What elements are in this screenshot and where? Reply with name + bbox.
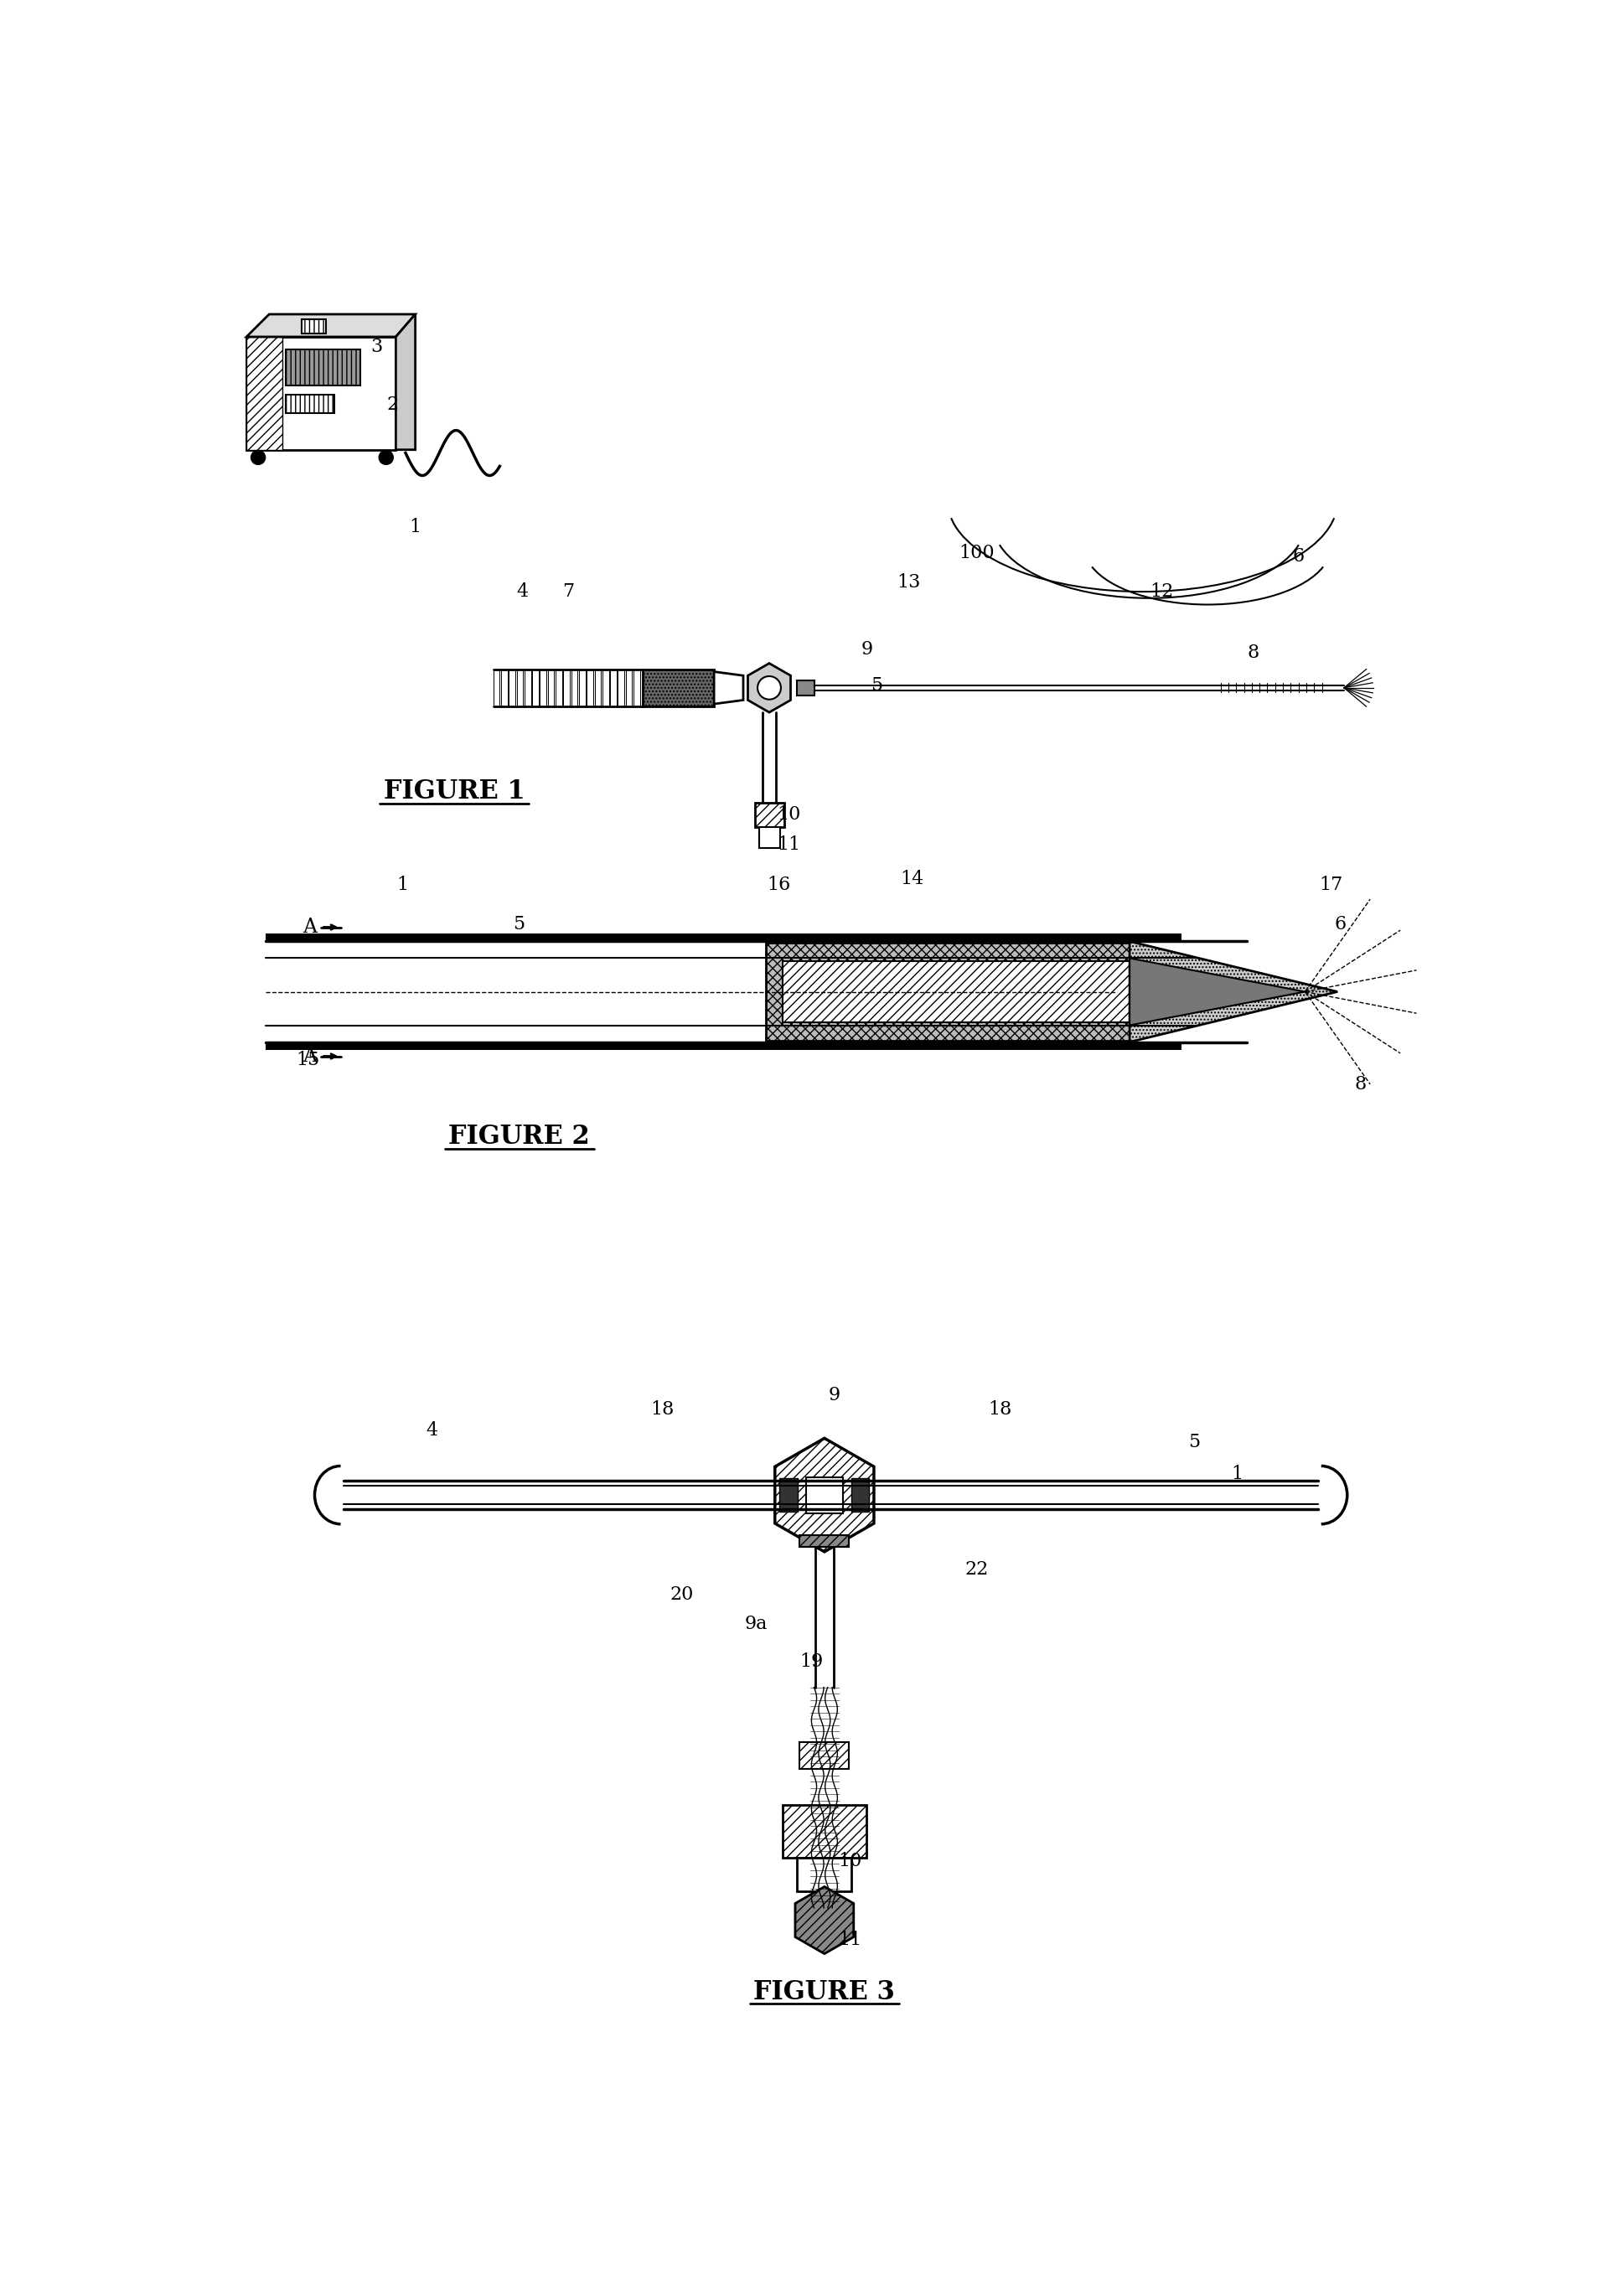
Bar	[265, 934, 1182, 941]
Bar	[796, 680, 815, 696]
Bar	[516, 668, 523, 707]
Text: 22: 22	[965, 1559, 989, 1577]
Bar	[508, 668, 515, 707]
Text: 17: 17	[1319, 877, 1343, 895]
Bar	[595, 668, 601, 707]
Text: 11: 11	[838, 1931, 862, 1949]
Text: 16: 16	[767, 877, 791, 895]
Bar	[246, 338, 396, 450]
Bar	[759, 827, 780, 847]
Bar	[563, 668, 569, 707]
Text: 1: 1	[1230, 1465, 1243, 1483]
Text: 6: 6	[1335, 914, 1346, 932]
Bar	[780, 1479, 798, 1511]
Bar	[556, 668, 563, 707]
Bar	[532, 668, 539, 707]
Text: 15: 15	[296, 1052, 320, 1070]
Bar	[540, 668, 547, 707]
Text: 1: 1	[397, 877, 408, 895]
Text: 12: 12	[1150, 583, 1174, 602]
Text: 9: 9	[828, 1387, 839, 1405]
Text: A: A	[302, 918, 317, 937]
Bar	[494, 668, 500, 707]
Circle shape	[757, 677, 781, 700]
Text: 8: 8	[1354, 1075, 1367, 1093]
Text: 5: 5	[870, 675, 883, 693]
Bar	[754, 804, 785, 827]
Bar	[799, 1743, 849, 1770]
Text: 14: 14	[900, 870, 925, 889]
Text: 18: 18	[987, 1401, 1011, 1419]
Polygon shape	[775, 1437, 873, 1552]
Text: 8: 8	[1248, 643, 1259, 661]
Text: 9: 9	[860, 641, 873, 659]
Bar	[603, 668, 609, 707]
Bar	[302, 319, 326, 333]
Bar	[524, 668, 531, 707]
Bar	[502, 668, 508, 707]
Bar	[643, 668, 714, 707]
Bar	[798, 1857, 852, 1892]
Polygon shape	[1130, 957, 1306, 1026]
Text: FIGURE 3: FIGURE 3	[754, 1979, 896, 2004]
Bar	[851, 1479, 870, 1511]
Bar	[246, 338, 281, 450]
Text: 18: 18	[650, 1401, 674, 1419]
Text: 5: 5	[1188, 1433, 1201, 1451]
Polygon shape	[1130, 941, 1338, 1042]
Circle shape	[251, 450, 265, 464]
Bar	[548, 668, 555, 707]
Text: 6: 6	[1293, 546, 1304, 565]
Bar	[286, 349, 360, 386]
Text: 2: 2	[386, 395, 399, 413]
Bar	[781, 962, 1130, 1022]
Bar	[579, 668, 585, 707]
Bar	[617, 668, 624, 707]
Text: FIGURE 2: FIGURE 2	[449, 1125, 590, 1150]
Bar	[626, 668, 632, 707]
Text: 9a: 9a	[745, 1614, 767, 1632]
Text: 7: 7	[561, 583, 574, 602]
Polygon shape	[714, 673, 743, 705]
Text: A: A	[302, 1047, 317, 1065]
Text: 10: 10	[838, 1853, 862, 1871]
Bar	[587, 668, 593, 707]
Polygon shape	[748, 664, 791, 712]
Bar	[799, 1536, 849, 1548]
Text: 4: 4	[426, 1421, 437, 1440]
Text: 100: 100	[960, 544, 995, 563]
Polygon shape	[396, 315, 415, 450]
Bar	[765, 944, 1130, 1040]
Text: 10: 10	[777, 806, 801, 824]
Bar	[781, 1805, 867, 1857]
Text: FIGURE 1: FIGURE 1	[384, 778, 524, 804]
Polygon shape	[796, 1887, 854, 1954]
Bar	[806, 1476, 843, 1513]
Bar	[265, 1042, 1182, 1049]
Bar	[571, 668, 577, 707]
Bar	[634, 668, 640, 707]
Text: 1: 1	[410, 519, 421, 537]
Bar	[286, 395, 334, 413]
Bar	[609, 668, 616, 707]
Text: 19: 19	[799, 1653, 823, 1671]
Text: 4: 4	[516, 583, 529, 602]
Text: 5: 5	[513, 914, 526, 932]
Polygon shape	[246, 315, 415, 338]
Circle shape	[379, 450, 394, 464]
Text: 3: 3	[370, 338, 383, 356]
Text: 11: 11	[777, 836, 801, 854]
Text: 13: 13	[897, 572, 921, 592]
Text: 20: 20	[669, 1587, 693, 1605]
